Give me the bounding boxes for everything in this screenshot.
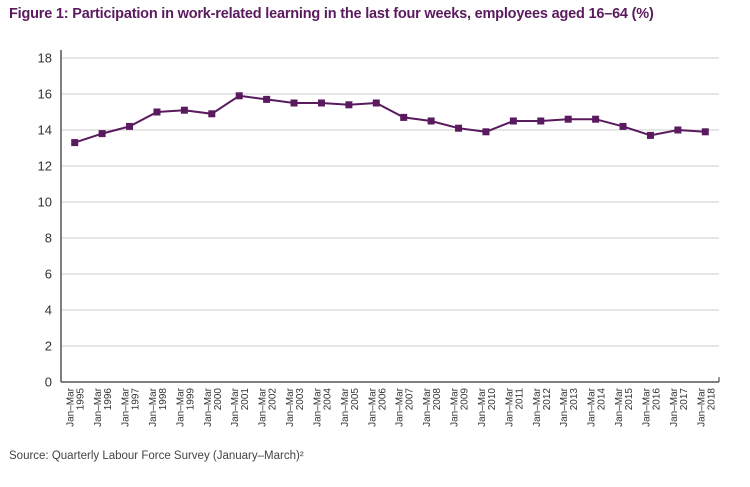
x-tick-label: Jan–Mar2006: [367, 387, 388, 427]
x-tick-label: Jan–Mar2016: [641, 387, 662, 427]
gridlines: [61, 57, 719, 347]
y-tick-label: 4: [45, 303, 52, 318]
data-point-marker: [235, 92, 243, 100]
y-tick-label: 14: [38, 123, 52, 138]
x-tick-label: Jan–Mar2012: [532, 387, 553, 427]
data-point-marker: [455, 124, 463, 132]
x-tick-label: Jan–Mar1998: [148, 387, 169, 427]
data-point-marker: [345, 101, 353, 109]
x-tick-label: Jan–Mar2002: [258, 387, 279, 427]
data-point-marker: [701, 128, 709, 136]
x-tick-label: Jan–Mar2003: [285, 387, 306, 427]
x-tick-label: Jan–Mar1997: [121, 387, 142, 427]
y-tick-label: 10: [38, 195, 52, 210]
data-point-marker: [509, 117, 517, 125]
x-tick-label: Jan–Mar1995: [66, 387, 87, 427]
x-tick-label: Jan–Mar2005: [340, 387, 361, 427]
data-point-marker: [153, 108, 161, 116]
x-tick-label: Jan–Mar1996: [93, 387, 114, 427]
data-point-marker: [482, 128, 490, 136]
series-line-path: [74, 94, 706, 144]
x-tick-label: Jan–Mar2009: [450, 387, 471, 427]
data-point-marker: [427, 117, 435, 125]
data-point-marker: [71, 139, 79, 147]
x-tick-label: Jan–Mar2008: [422, 387, 443, 427]
x-tick-label: Jan–Mar2007: [395, 387, 416, 427]
x-tick-label: Jan–Mar2011: [504, 387, 525, 427]
source-note: Source: Quarterly Labour Force Survey (J…: [9, 450, 304, 462]
x-tick-label: Jan–Mar2015: [614, 387, 635, 427]
data-point-marker: [537, 117, 545, 125]
data-point-marker: [208, 110, 216, 118]
x-tick-label: Jan–Mar2001: [230, 387, 251, 427]
x-tick-label: Jan–Mar2017: [669, 387, 690, 427]
axes: [60, 50, 720, 383]
data-point-marker: [372, 99, 380, 107]
data-point-marker: [98, 130, 106, 138]
data-point-marker: [126, 122, 134, 130]
data-point-marker: [290, 99, 298, 107]
data-point-marker: [646, 131, 654, 139]
y-tick-label: 2: [45, 339, 52, 354]
data-point-marker: [592, 115, 600, 123]
y-axis-ticks: 0 2 4 6 8 10 12 14 16 18: [38, 51, 52, 390]
y-tick-label: 18: [38, 51, 52, 66]
x-tick-label: Jan–Mar2014: [587, 387, 608, 427]
data-point-marker: [564, 115, 572, 123]
y-tick-label: 12: [38, 159, 52, 174]
y-tick-label: 8: [45, 231, 52, 246]
chart-title: Figure 1: Participation in work-related …: [9, 6, 654, 22]
y-tick-label: 6: [45, 267, 52, 282]
x-tick-label: Jan–Mar1999: [175, 387, 196, 427]
data-point-marker: [674, 126, 682, 134]
data-point-marker: [180, 106, 188, 114]
x-tick-label: Jan–Mar2018: [696, 387, 717, 427]
x-tick-label: Jan–Mar2010: [477, 387, 498, 427]
x-axis-ticks: Jan–Mar1995 Jan–Mar1996 Jan–Mar1997 Jan–Mar…: [66, 387, 718, 427]
data-point-marker: [619, 122, 627, 130]
data-point-marker: [317, 99, 325, 107]
data-point-marker: [400, 113, 408, 121]
x-tick-label: Jan–Mar2013: [559, 387, 580, 427]
series-line: [71, 92, 709, 147]
y-tick-label: 0: [45, 375, 52, 390]
x-tick-label: Jan–Mar2000: [203, 387, 224, 427]
y-tick-label: 16: [38, 87, 52, 102]
data-point-marker: [263, 95, 271, 103]
x-tick-label: Jan–Mar2004: [312, 387, 333, 427]
